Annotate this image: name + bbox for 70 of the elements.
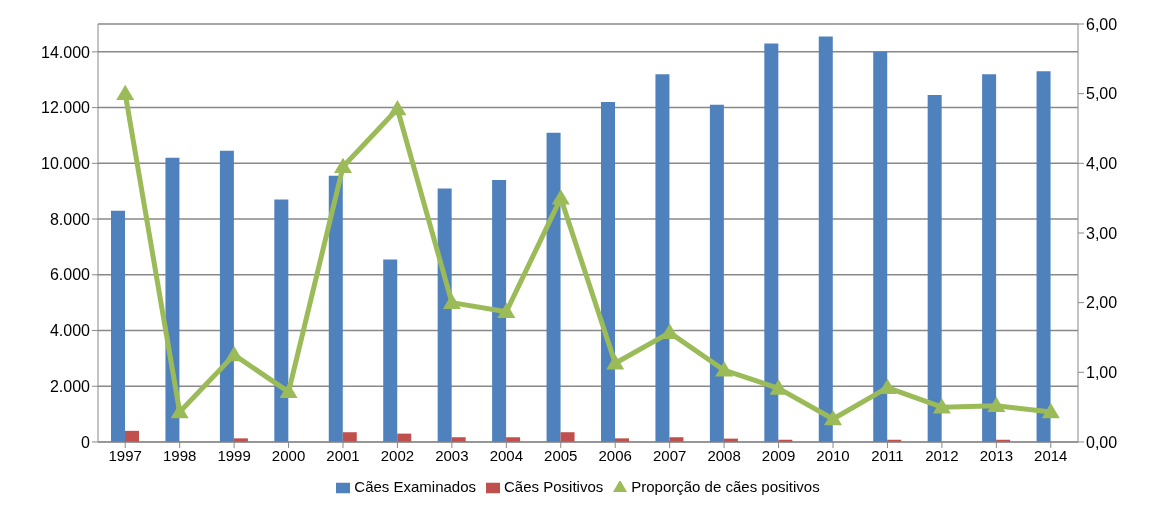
x-tick-label: 2002 [380, 446, 415, 464]
x-tick-label: 2014 [1034, 446, 1068, 464]
point [715, 361, 734, 377]
point [334, 157, 352, 174]
y-tick-label: 6.000 [49, 266, 91, 284]
bar [709, 104, 724, 442]
legend-label: Cães Positivos [504, 477, 604, 495]
bar [546, 132, 561, 442]
x-tick-label: 2005 [544, 446, 578, 464]
legend-label: Cães Examinados [354, 477, 477, 495]
point [170, 403, 189, 419]
x-tick-label: 2001 [326, 446, 360, 464]
point [987, 396, 1006, 413]
y-tick-label: 0 [81, 433, 91, 451]
point [388, 99, 407, 116]
bar [328, 175, 343, 442]
y-tick-label: 8.000 [49, 210, 91, 228]
point [279, 382, 298, 399]
x-tick-label: 2008 [707, 446, 741, 464]
y2-tick-label: 1,00 [1086, 363, 1118, 381]
bar [1036, 71, 1051, 442]
point [932, 398, 951, 414]
y2-tick-label: 5,00 [1086, 85, 1118, 103]
y-tick-label: 10.000 [41, 155, 91, 172]
point [1041, 403, 1060, 419]
bar [342, 432, 357, 442]
y2-tick-label: 3,00 [1086, 224, 1118, 242]
y-tick-label: 4.000 [49, 322, 91, 340]
x-tick-label: 2004 [489, 446, 524, 464]
y-tick-label: 12.000 [41, 99, 91, 117]
x-tick-label: 2009 [761, 446, 796, 464]
x-tick-label: 2000 [271, 446, 306, 464]
point [824, 409, 842, 426]
bar [873, 51, 888, 442]
bar [927, 95, 942, 442]
y2-tick-label: 2,00 [1086, 294, 1118, 312]
bar [655, 74, 670, 442]
y-tick-label: 14.000 [41, 43, 91, 61]
x-tick-label: 1999 [217, 446, 251, 464]
point [606, 354, 625, 370]
point [497, 302, 516, 318]
bar [111, 210, 125, 442]
x-tick-label: 2010 [816, 446, 850, 464]
x-tick-label: 2011 [871, 446, 904, 464]
x-tick-label: 2003 [435, 446, 469, 464]
bar [764, 43, 779, 442]
x-tick-label: 1998 [162, 446, 197, 464]
point [116, 84, 135, 100]
bar [818, 36, 833, 442]
legend-label: Proporção de cães positivos [631, 477, 820, 495]
bar [383, 259, 398, 442]
bar [274, 199, 289, 442]
y2-tick-label: 4,00 [1086, 155, 1118, 172]
x-tick-label: 2007 [652, 446, 687, 464]
bar [560, 432, 575, 442]
bar [982, 74, 997, 442]
x-tick-label: 2012 [925, 446, 959, 464]
x-tick-label: 2013 [979, 446, 1014, 464]
x-tick-label: 1997 [108, 446, 142, 464]
y2-tick-label: 6,00 [1086, 15, 1118, 33]
y2-tick-label: 0,00 [1086, 433, 1118, 451]
bar [601, 102, 615, 442]
bar [492, 180, 507, 442]
y-tick-label: 2.000 [49, 377, 91, 395]
point [442, 293, 461, 309]
bar [437, 188, 452, 442]
bar [219, 150, 234, 442]
bar [125, 430, 139, 442]
point [551, 189, 570, 205]
x-tick-label: 2006 [598, 446, 632, 464]
